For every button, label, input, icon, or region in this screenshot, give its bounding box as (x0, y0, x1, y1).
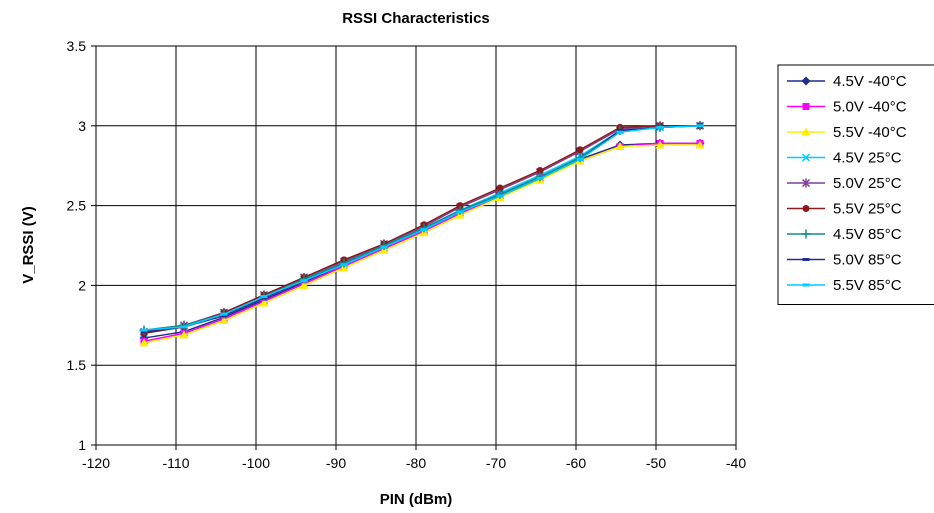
x-tick-label: -50 (646, 455, 666, 471)
y-ticks: 1 1.5 2 2.5 3 3.5 (67, 38, 87, 453)
legend-marker (802, 205, 810, 212)
legend-item: 4.5V -40°C (787, 73, 907, 90)
legend-item: 4.5V 85°C (787, 226, 902, 243)
y-tick-label: 3.5 (67, 38, 87, 54)
legend-item: 5.5V -40°C (787, 124, 907, 141)
data-point (260, 295, 268, 299)
legend-label: 4.5V 25°C (833, 150, 902, 167)
legend-item: 5.0V -40°C (787, 99, 907, 116)
legend-marker (801, 229, 811, 239)
plot-area-border (95, 45, 737, 446)
data-point (300, 279, 308, 283)
data-point (299, 280, 309, 289)
legend-marker (801, 76, 811, 86)
data-point (220, 312, 228, 316)
legend-label: 5.5V 25°C (833, 201, 902, 218)
data-point (576, 146, 584, 154)
legend-item: 5.0V 85°C (787, 252, 902, 269)
data-point (219, 316, 229, 325)
data-point (340, 263, 348, 267)
data-point (616, 130, 624, 134)
data-point (420, 228, 428, 232)
data-point (456, 210, 464, 214)
y-tick-label: 1 (78, 437, 86, 453)
data-point (615, 142, 625, 151)
x-tick-label: -70 (486, 455, 506, 471)
series-9 (140, 124, 704, 332)
legend-label: 4.5V -40°C (833, 73, 907, 90)
legend: 4.5V -40°C 5.0V -40°C 5.5V -40°C 4.5V 25°C 5… (777, 64, 934, 305)
y-tick-label: 2 (78, 277, 86, 293)
x-tick-label: -110 (163, 455, 190, 471)
y-tick-label: 2.5 (67, 198, 87, 214)
legend-item: 5.5V 85°C (787, 277, 902, 294)
legend-item: 5.5V 25°C (787, 201, 902, 218)
x-tick-label: -120 (82, 455, 110, 471)
x-tick-label: -90 (326, 455, 346, 471)
y-axis-label: V_RSSI (V) (20, 206, 37, 284)
data-point (616, 129, 624, 133)
y-tick-label: 1.5 (67, 357, 87, 373)
data-point (536, 166, 544, 174)
data-point (656, 125, 664, 129)
data-point (536, 176, 544, 180)
legend-marker (802, 258, 810, 261)
series-group (139, 121, 705, 347)
data-point (260, 296, 268, 300)
legend-label: 5.0V -40°C (833, 99, 907, 116)
data-point (180, 325, 188, 329)
x-axis-label: PIN (dBm) (380, 491, 453, 508)
grid (91, 45, 737, 450)
legend-marker (802, 103, 810, 110)
x-tick-label: -80 (406, 455, 426, 471)
legend-item: 5.0V 25°C (787, 175, 902, 192)
legend-label: 5.5V 85°C (833, 277, 902, 294)
data-point (695, 140, 705, 149)
series-7 (139, 121, 705, 335)
data-point (696, 124, 704, 128)
data-point (259, 298, 269, 307)
legend-label: 5.5V -40°C (833, 124, 907, 141)
legend-label: 5.0V 85°C (833, 252, 902, 269)
data-point (140, 328, 148, 332)
data-point (140, 330, 148, 334)
data-point (496, 184, 504, 192)
legend-marker (801, 127, 811, 136)
x-tick-label: -60 (566, 455, 586, 471)
data-point (655, 140, 665, 149)
legend-marker (801, 178, 811, 188)
data-point (139, 338, 149, 347)
x-tick-label: -100 (242, 455, 270, 471)
legend-label: 4.5V 85°C (833, 226, 902, 243)
legend-label: 5.0V 25°C (833, 175, 902, 192)
x-ticks: -120 -110 -100 -90 -80 -70 -60 -50 -40 (82, 455, 746, 471)
series-line (143, 142, 700, 339)
data-point (496, 194, 504, 198)
y-tick-label: 3 (78, 118, 86, 134)
chart-title: RSSI Characteristics (342, 10, 490, 27)
x-tick-label: -40 (726, 455, 746, 471)
data-point (179, 330, 189, 339)
data-point (380, 245, 388, 249)
legend-marker (801, 153, 811, 162)
legend-item: 4.5V 25°C (787, 150, 902, 167)
data-point (220, 314, 228, 318)
data-point (576, 157, 584, 161)
legend-marker (802, 283, 810, 287)
data-point (456, 202, 464, 210)
